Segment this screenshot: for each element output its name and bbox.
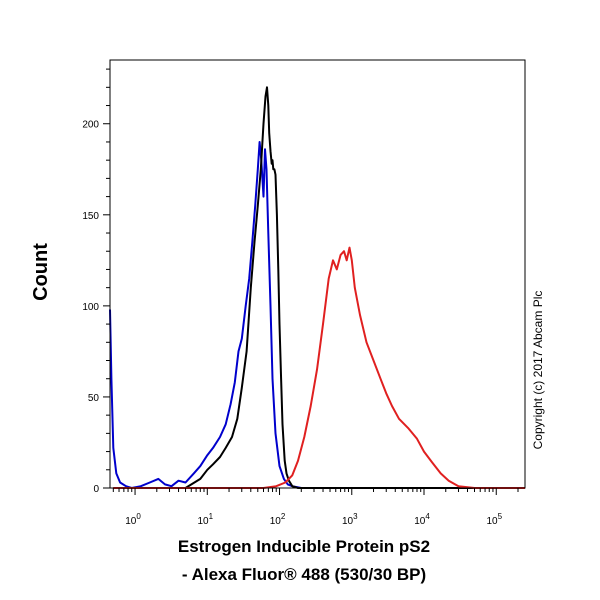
y-tick-label: 50 (88, 393, 100, 404)
x-axis: 100 101 102 103 104 105 (112, 488, 519, 527)
x-axis-title-line1: Estrogen Inducible Protein pS2 (178, 537, 430, 556)
x-tick-label: 101 (198, 512, 214, 527)
y-axis: 0 50 100 150 200 (82, 68, 110, 495)
y-tick-label: 200 (82, 120, 99, 131)
x-tick-label: 100 (125, 512, 141, 527)
series-line-3 (113, 246, 525, 489)
x-tick-label: 104 (414, 512, 430, 527)
copyright-text: Copyright (c) 2017 Abcam Plc (531, 291, 545, 450)
y-axis-title: Count (30, 243, 52, 301)
plot-series (109, 86, 525, 489)
y-tick-label: 0 (93, 484, 99, 495)
y-tick-label: 150 (82, 211, 99, 222)
x-tick-label: 103 (342, 512, 358, 527)
plot-frame (109, 59, 526, 489)
y-tick-label: 100 (82, 302, 99, 313)
series-line-1 (109, 141, 525, 489)
x-axis-title-line2: - Alexa Fluor® 488 (530/30 BP) (182, 565, 426, 584)
x-tick-label: 102 (270, 512, 286, 527)
x-tick-label: 105 (486, 512, 502, 527)
series-line-2 (113, 86, 525, 489)
